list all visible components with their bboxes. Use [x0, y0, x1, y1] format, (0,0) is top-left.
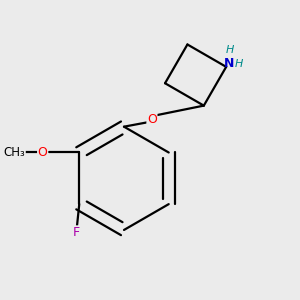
Text: N: N — [224, 57, 235, 70]
Text: H: H — [225, 45, 234, 55]
Text: CH₃: CH₃ — [3, 146, 25, 159]
Text: H: H — [235, 58, 243, 68]
Text: F: F — [72, 226, 80, 239]
Text: O: O — [38, 146, 48, 159]
Text: O: O — [147, 113, 157, 126]
